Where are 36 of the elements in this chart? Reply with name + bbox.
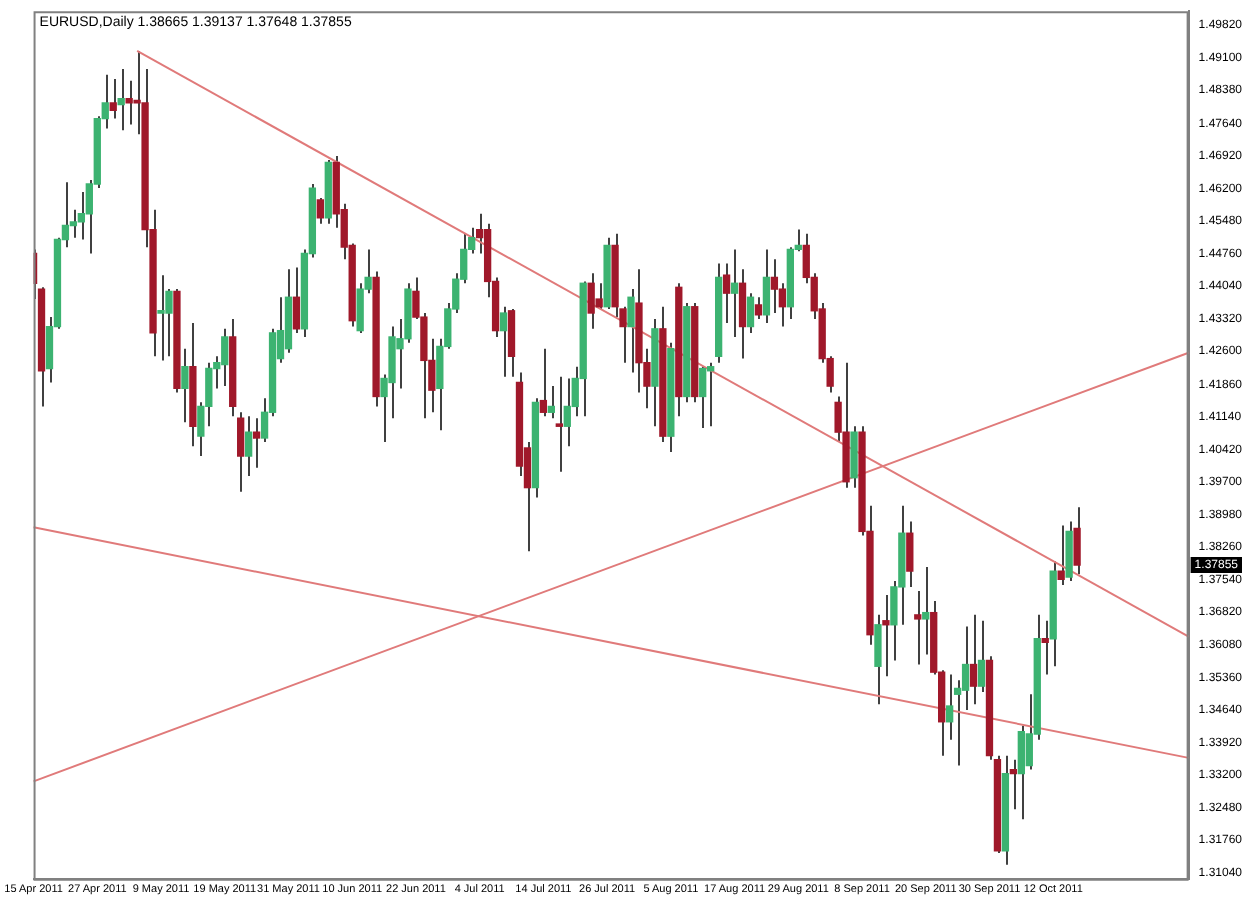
candlestick [109,77,117,120]
candlestick [587,272,595,330]
candlestick [1057,524,1065,587]
candlestick [1017,724,1025,821]
candlestick [507,307,516,378]
candlestick [292,266,301,334]
candlestick [547,385,556,420]
candlestick [730,248,739,338]
candlestick [117,67,125,132]
candlestick [1041,619,1049,676]
candlestick [244,415,253,477]
candlestick [850,425,858,489]
candlestick [914,589,922,666]
candlestick [1073,506,1081,576]
candlestick [499,305,508,378]
candlestick [555,375,563,473]
candlestick [754,296,763,320]
candlestick [125,79,133,126]
candlestick [762,248,771,324]
candlestick [221,327,229,388]
candlestick [181,347,189,424]
candlestick [969,613,978,706]
candlestick [237,411,245,493]
candlestick [707,361,715,428]
candlestick [1065,520,1073,583]
candlestick [252,417,261,469]
candlestick [595,282,603,310]
candlestick [746,292,755,334]
candlestick [157,274,165,362]
candlestick [922,566,930,656]
candlestick [945,673,954,741]
candlestick [699,365,707,430]
candlestick [316,196,324,225]
candlestick [906,520,914,588]
candlestick [770,258,779,315]
candlestick [77,191,86,241]
